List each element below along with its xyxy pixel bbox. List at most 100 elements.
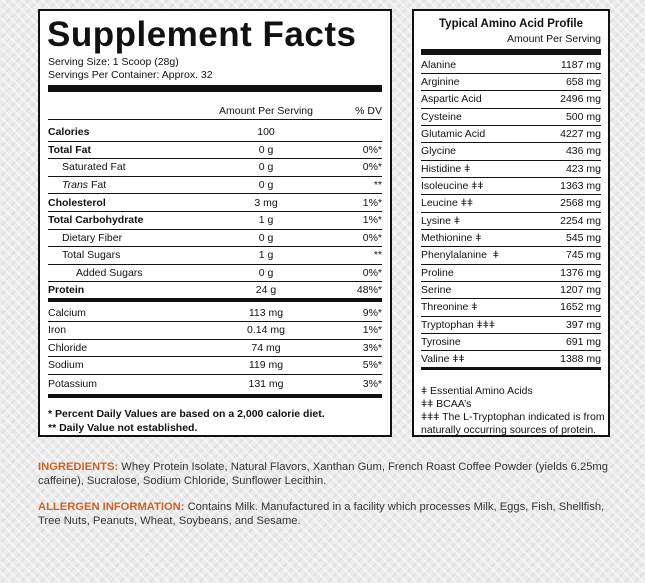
nutrient-amount: 113 mg [248,306,284,319]
amino-amount: 745 mg [565,249,601,262]
facts-row-cholesterol: Cholesterol 3 mg 1%* [48,194,382,212]
facts-row-sodium: Sodium 119 mg 5%* [48,357,382,375]
amino-amount: 658 mg [565,76,601,89]
amino-name: Tryptophan ǂǂǂ [421,318,496,331]
amino-amount: 4227 mg [560,128,601,141]
amino-amount: 691 mg [565,336,601,349]
facts-row-potassium: Potassium 131 mg 3%* [48,375,382,393]
amino-row-lysine: Lysine ǂ 2254 mg [421,213,601,230]
nutrient-name: Dietary Fiber [62,231,123,244]
amino-name: Leucine ǂǂ [421,197,473,210]
amino-row-histidine: Histidine ǂ 423 mg [421,161,601,178]
nutrient-amount: 0 g [258,161,274,174]
nutrient-amount: 1 g [258,214,274,227]
amino-amount: 2568 mg [560,197,601,210]
nutrient-amount: 0 g [258,143,274,156]
nutrient-name: Trans Fat [48,179,196,191]
nutrient-dv: 1%* [362,214,382,227]
amino-profile-title: Typical Amino Acid Profile [439,18,583,30]
amino-row-valine: Valine ǂǂ 1388 mg [421,351,601,371]
nutrient-amount: 3 mg [254,196,278,209]
nutrient-dv: 0%* [362,267,382,280]
facts-header-row: Amount Per Serving % DV [48,92,382,120]
amino-name: Methionine ǂ [421,232,482,245]
allergen-paragraph: ALLERGEN INFORMATION: Contains Milk. Man… [38,500,618,528]
nutrient-name: Total Fat [48,143,91,156]
nutrient-dv: 0%* [362,231,382,244]
nutrient-name: Total Carbohydrate [48,214,144,227]
amino-name: Arginine [421,76,460,89]
thick-divider [48,85,382,92]
amino-name: Proline [421,266,454,279]
amino-amount: 436 mg [565,145,601,158]
amino-notes: ǂ Essential Amino Acids ǂǂ BCAA’s ǂǂǂ Th… [421,385,605,437]
amino-row-cysteine: Cysteine 500 mg [421,109,601,126]
nutrient-amount: 0 g [258,267,274,280]
amino-row-glutamic-acid: Glutamic Acid 4227 mg [421,126,601,144]
amino-row-threonine: Threonine ǂ 1652 mg [421,299,601,317]
nutrient-name: Sodium [48,359,84,372]
nutrient-amount: 1 g [258,249,274,262]
nutrient-dv: 3%* [362,341,382,354]
amino-amount: 1652 mg [560,301,601,314]
note-tryptophan: ǂǂǂ The L-Tryptophan indicated is from [421,411,605,424]
nutrient-dv: 5%* [362,359,382,372]
nutrient-amount: 0.14 mg [247,324,285,337]
nutrient-dv: 1%* [362,196,382,209]
facts-row-calcium: Calcium 113 mg 9%* [48,304,382,322]
facts-row-total-fat: Total Fat 0 g 0%* [48,142,382,160]
nutrient-name: Saturated Fat [62,161,126,174]
nutrient-amount: 0 g [258,179,274,192]
nutrient-name: Added Sugars [76,267,143,280]
amino-amount: 423 mg [565,162,601,175]
nutrient-name: Calories [48,126,90,139]
amino-profile-subtitle: Amount Per Serving [507,32,601,45]
nutrient-dv: 48%* [356,284,382,297]
amino-name: Cysteine [421,110,462,123]
amino-row-serine: Serine 1207 mg [421,282,601,300]
nutrient-name: Iron [48,324,67,337]
facts-row-total-carbohydrate: Total Carbohydrate 1 g 1%* [48,212,382,230]
amino-name: Valine ǂǂ [421,353,465,366]
allergen-text: Contains Milk. Manufactured in a facilit… [38,501,605,527]
amino-name: Histidine ǂ [421,162,471,175]
amino-row-proline: Proline 1376 mg [421,265,601,282]
allergen-label: ALLERGEN INFORMATION: [38,501,185,513]
serving-size: Serving Size: 1 Scoop (28g) [48,56,179,68]
amino-amount: 545 mg [565,232,601,245]
facts-row-trans-fat: Trans Fat 0 g ** [48,177,382,195]
nutrient-name: Protein [48,284,85,297]
trans-italic: Trans [62,179,89,192]
amino-name: Serine [421,284,452,297]
nutrient-name: Potassium [48,377,98,390]
amino-name: Phenylalanine ǂ [421,249,499,262]
nutrient-name: Chloride [48,341,88,354]
note-essential: ǂ Essential Amino Acids [421,385,533,398]
amino-amount: 1363 mg [560,180,601,193]
nutrient-dv: ** [373,249,382,262]
ingredients-text: Whey Protein Isolate, Natural Flavors, X… [38,461,608,487]
amino-name: Aspartic Acid [421,93,482,106]
facts-row-iron: Iron 0.14 mg 1%* [48,322,382,340]
facts-row-chloride: Chloride 74 mg 3%* [48,340,382,358]
nutrient-dv: 3%* [362,377,382,390]
servings-per-container: Servings Per Container: Approx. 32 [48,68,213,81]
amino-row-alanine: Alanine 1187 mg [421,57,601,74]
thick-divider [421,48,601,55]
amino-amount: 2254 mg [560,214,601,227]
nutrient-name: Calcium [48,306,86,319]
amino-row-isoleucine: Isoleucine ǂǂ 1363 mg [421,178,601,196]
amino-row-tyrosine: Tyrosine 691 mg [421,334,601,352]
amino-row-leucine: Leucine ǂǂ 2568 mg [421,195,601,213]
amino-amount: 1388 mg [560,353,601,366]
amino-name: Alanine [421,58,457,71]
nutrient-dv: 9%* [362,306,382,319]
ingredients-paragraph: INGREDIENTS: Whey Protein Isolate, Natur… [38,460,618,488]
note-bcaa: ǂǂ BCAA’s [421,398,472,411]
amino-row-aspartic-acid: Aspartic Acid 2496 mg [421,91,601,109]
facts-row-protein: Protein 24 g 48%* [48,282,382,303]
nutrient-name: Total Sugars [62,249,121,262]
amino-amount: 1207 mg [560,284,601,297]
amino-name: Glycine [421,145,457,158]
amino-name: Lysine ǂ [421,214,461,227]
